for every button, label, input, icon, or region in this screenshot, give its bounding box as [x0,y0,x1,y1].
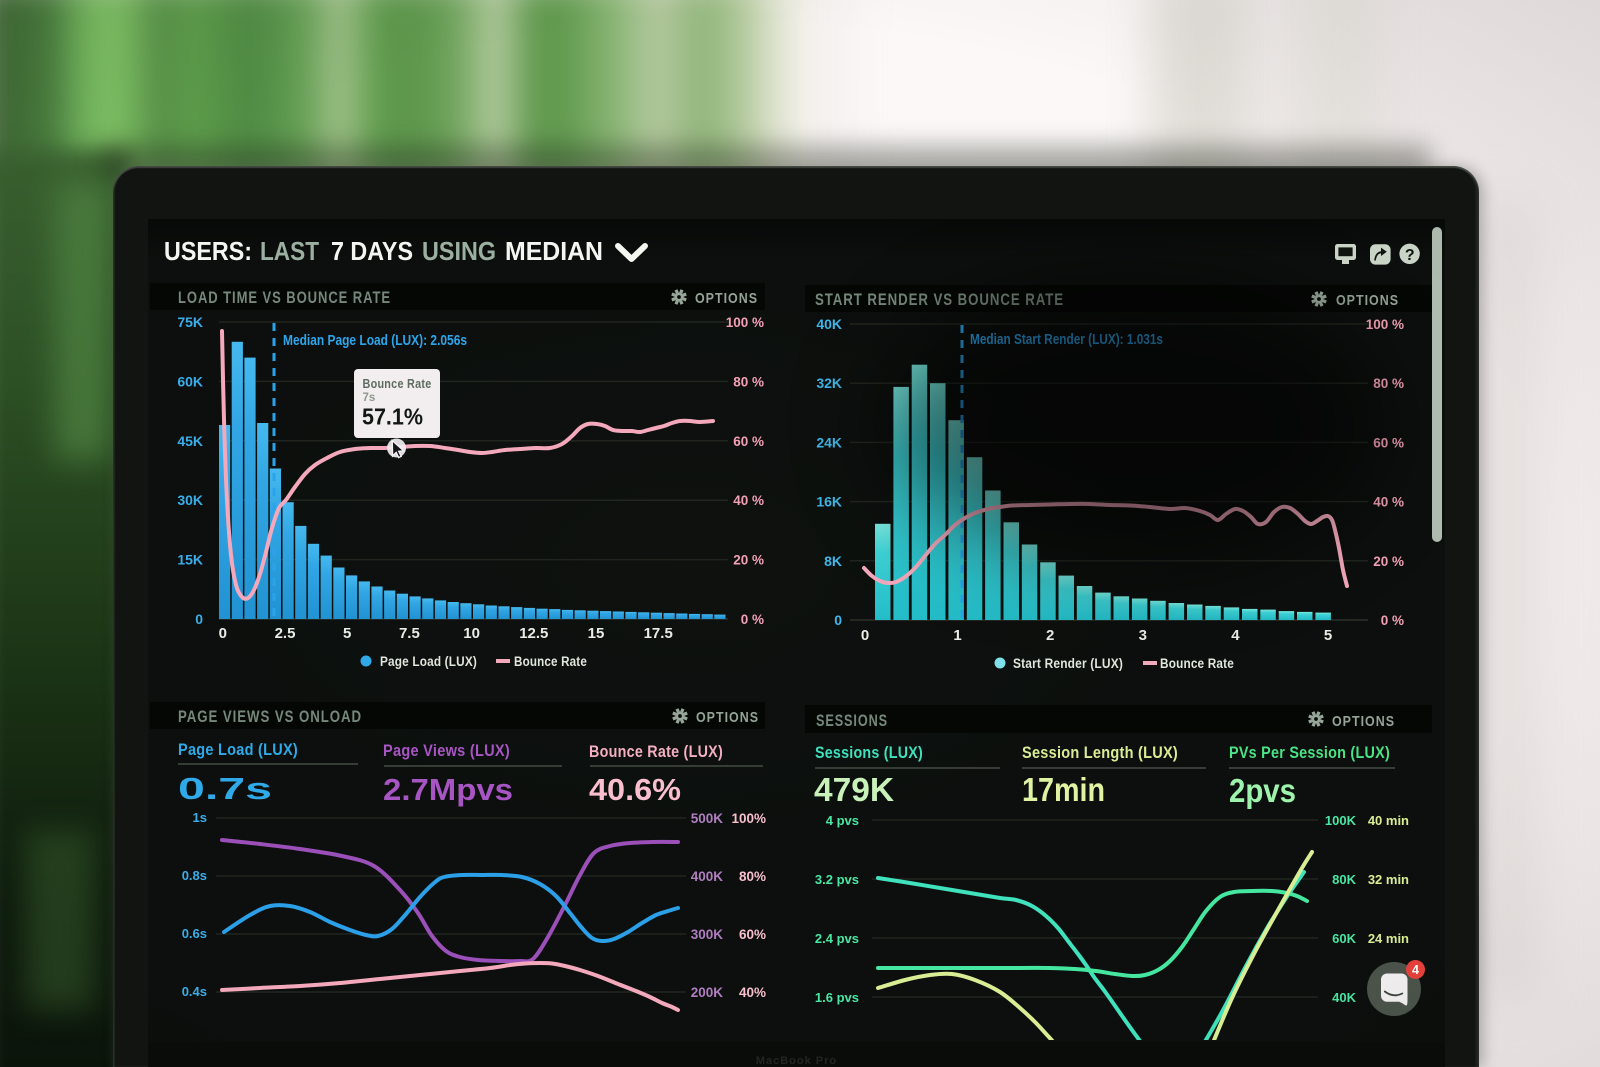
svg-text:2pvs: 2pvs [1229,772,1296,809]
svg-text:SESSIONS: SESSIONS [816,711,888,730]
svg-text:Bounce Rate (LUX): Bounce Rate (LUX) [589,742,723,761]
svg-text:START RENDER VS BOUNCE RATE: START RENDER VS BOUNCE RATE [815,290,1064,309]
svg-text:0.4s: 0.4s [182,984,207,999]
svg-text:17.5: 17.5 [644,625,673,642]
svg-text:Bounce Rate: Bounce Rate [1160,656,1234,671]
svg-text:40K: 40K [1332,990,1356,1005]
svg-text:0 %: 0 % [741,612,764,627]
svg-text:15: 15 [588,625,605,642]
svg-text:4: 4 [1412,963,1419,977]
svg-text:Page Load (LUX): Page Load (LUX) [178,740,298,759]
svg-text:479K: 479K [814,771,894,808]
svg-text:1s: 1s [193,810,207,825]
svg-text:40 %: 40 % [733,493,764,508]
svg-text:500K: 500K [691,811,724,826]
svg-text:?: ? [1405,247,1415,264]
svg-text:0.7s: 0.7s [178,771,272,806]
svg-text:OPTIONS: OPTIONS [696,709,759,726]
svg-text:60%: 60% [739,927,766,942]
svg-text:2.7Mpvs: 2.7Mpvs [383,772,513,807]
svg-text:PAGE VIEWS VS ONLOAD: PAGE VIEWS VS ONLOAD [178,707,362,726]
svg-text:0.8s: 0.8s [182,868,207,883]
svg-text:Sessions (LUX): Sessions (LUX) [815,743,923,762]
svg-text:OPTIONS: OPTIONS [1336,292,1399,309]
svg-text:8K: 8K [824,553,842,569]
svg-text:2: 2 [1046,627,1054,644]
svg-text:60 %: 60 % [733,434,764,449]
svg-text:40 %: 40 % [1373,495,1404,510]
svg-text:20 %: 20 % [1373,554,1404,569]
svg-text:3.2 pvs: 3.2 pvs [815,872,859,887]
svg-text:0: 0 [219,625,227,642]
svg-text:100%: 100% [731,811,766,826]
svg-text:24K: 24K [816,434,842,450]
svg-text:100K: 100K [1325,813,1357,828]
svg-text:0: 0 [861,627,869,644]
svg-text:60K: 60K [177,373,203,389]
svg-text:0: 0 [834,612,842,628]
svg-text:5: 5 [343,625,351,642]
svg-text:Page Views (LUX): Page Views (LUX) [383,741,510,760]
svg-text:80 %: 80 % [733,374,764,389]
svg-text:80%: 80% [739,869,766,884]
svg-text:30K: 30K [177,492,203,508]
svg-text:3: 3 [1139,627,1147,644]
svg-text:Page Load (LUX): Page Load (LUX) [380,654,477,669]
svg-text:MEDIAN: MEDIAN [505,238,603,266]
svg-text:LOAD TIME VS BOUNCE RATE: LOAD TIME VS BOUNCE RATE [178,288,391,307]
svg-text:200K: 200K [691,985,724,1000]
svg-text:Start Render (LUX): Start Render (LUX) [1013,656,1123,671]
svg-text:Bounce Rate: Bounce Rate [514,654,587,669]
svg-text:40K: 40K [816,316,842,332]
svg-text:Session Length (LUX): Session Length (LUX) [1022,743,1178,762]
svg-text:10: 10 [463,625,480,642]
svg-text:7.5: 7.5 [399,625,420,642]
svg-text:OPTIONS: OPTIONS [1332,713,1395,730]
svg-text:4 pvs: 4 pvs [826,813,859,828]
svg-text:7 DAYS: 7 DAYS [331,238,413,266]
svg-text:2.5: 2.5 [275,625,296,642]
svg-text:USING: USING [422,238,496,266]
svg-text:0 %: 0 % [1381,613,1404,628]
svg-text:75K: 75K [177,314,203,330]
svg-text:100 %: 100 % [1366,317,1404,332]
svg-text:400K: 400K [691,869,724,884]
svg-text:32 min: 32 min [1368,872,1409,887]
svg-text:Median Page Load (LUX): 2.056s: Median Page Load (LUX): 2.056s [283,332,467,349]
svg-text:1.6 pvs: 1.6 pvs [815,990,859,1005]
svg-text:5: 5 [1324,627,1332,644]
svg-text:32K: 32K [816,375,842,391]
svg-text:PVs Per Session (LUX): PVs Per Session (LUX) [1229,743,1390,762]
svg-text:45K: 45K [177,433,203,449]
svg-text:40 min: 40 min [1368,813,1409,828]
svg-text:80 %: 80 % [1373,376,1404,391]
svg-text:24 min: 24 min [1368,931,1409,946]
svg-text:20 %: 20 % [733,553,764,568]
svg-text:7s: 7s [363,392,376,404]
svg-text:LAST: LAST [260,238,319,266]
svg-text:0.6s: 0.6s [182,926,207,941]
svg-text:USERS:: USERS: [164,238,252,266]
svg-text:15K: 15K [177,552,203,568]
svg-text:12.5: 12.5 [519,625,548,642]
svg-text:300K: 300K [691,927,724,942]
svg-text:0: 0 [195,611,203,627]
svg-text:40.6%: 40.6% [589,772,681,807]
svg-text:100 %: 100 % [726,315,764,330]
svg-text:OPTIONS: OPTIONS [695,290,758,307]
svg-text:16K: 16K [816,494,842,510]
svg-text:4: 4 [1231,627,1240,644]
svg-text:Bounce Rate: Bounce Rate [363,377,432,391]
svg-text:1: 1 [953,627,961,644]
svg-text:60K: 60K [1332,931,1356,946]
svg-text:17min: 17min [1022,771,1105,808]
svg-text:57.1%: 57.1% [362,404,423,430]
svg-text:40%: 40% [739,985,766,1000]
svg-text:60 %: 60 % [1373,435,1404,450]
svg-text:2.4 pvs: 2.4 pvs [815,931,859,946]
svg-text:80K: 80K [1332,872,1356,887]
